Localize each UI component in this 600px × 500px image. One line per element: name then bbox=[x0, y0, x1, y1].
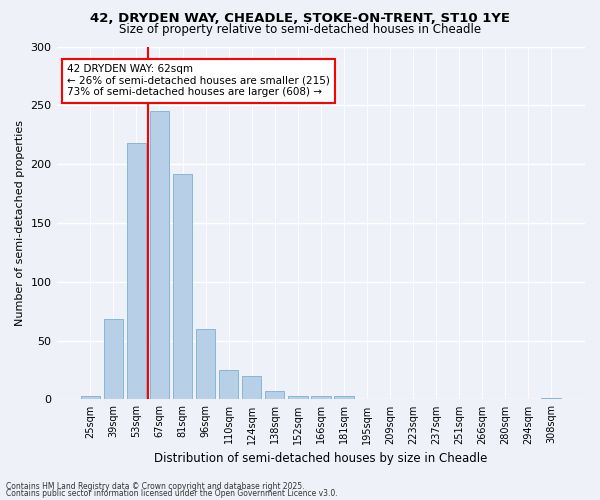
Bar bbox=[334, 396, 353, 400]
Text: 42 DRYDEN WAY: 62sqm
← 26% of semi-detached houses are smaller (215)
73% of semi: 42 DRYDEN WAY: 62sqm ← 26% of semi-detac… bbox=[67, 64, 330, 98]
Bar bbox=[127, 143, 146, 400]
Bar bbox=[173, 174, 193, 400]
Bar bbox=[80, 396, 100, 400]
Bar bbox=[288, 396, 308, 400]
Bar bbox=[219, 370, 238, 400]
Bar bbox=[196, 329, 215, 400]
Text: Size of property relative to semi-detached houses in Cheadle: Size of property relative to semi-detach… bbox=[119, 22, 481, 36]
Bar bbox=[149, 111, 169, 400]
Bar bbox=[311, 396, 331, 400]
Text: 42, DRYDEN WAY, CHEADLE, STOKE-ON-TRENT, ST10 1YE: 42, DRYDEN WAY, CHEADLE, STOKE-ON-TRENT,… bbox=[90, 12, 510, 26]
X-axis label: Distribution of semi-detached houses by size in Cheadle: Distribution of semi-detached houses by … bbox=[154, 452, 487, 465]
Bar bbox=[242, 376, 262, 400]
Bar bbox=[541, 398, 561, 400]
Bar bbox=[265, 391, 284, 400]
Y-axis label: Number of semi-detached properties: Number of semi-detached properties bbox=[15, 120, 25, 326]
Text: Contains public sector information licensed under the Open Government Licence v3: Contains public sector information licen… bbox=[6, 490, 338, 498]
Text: Contains HM Land Registry data © Crown copyright and database right 2025.: Contains HM Land Registry data © Crown c… bbox=[6, 482, 305, 491]
Bar bbox=[104, 320, 123, 400]
